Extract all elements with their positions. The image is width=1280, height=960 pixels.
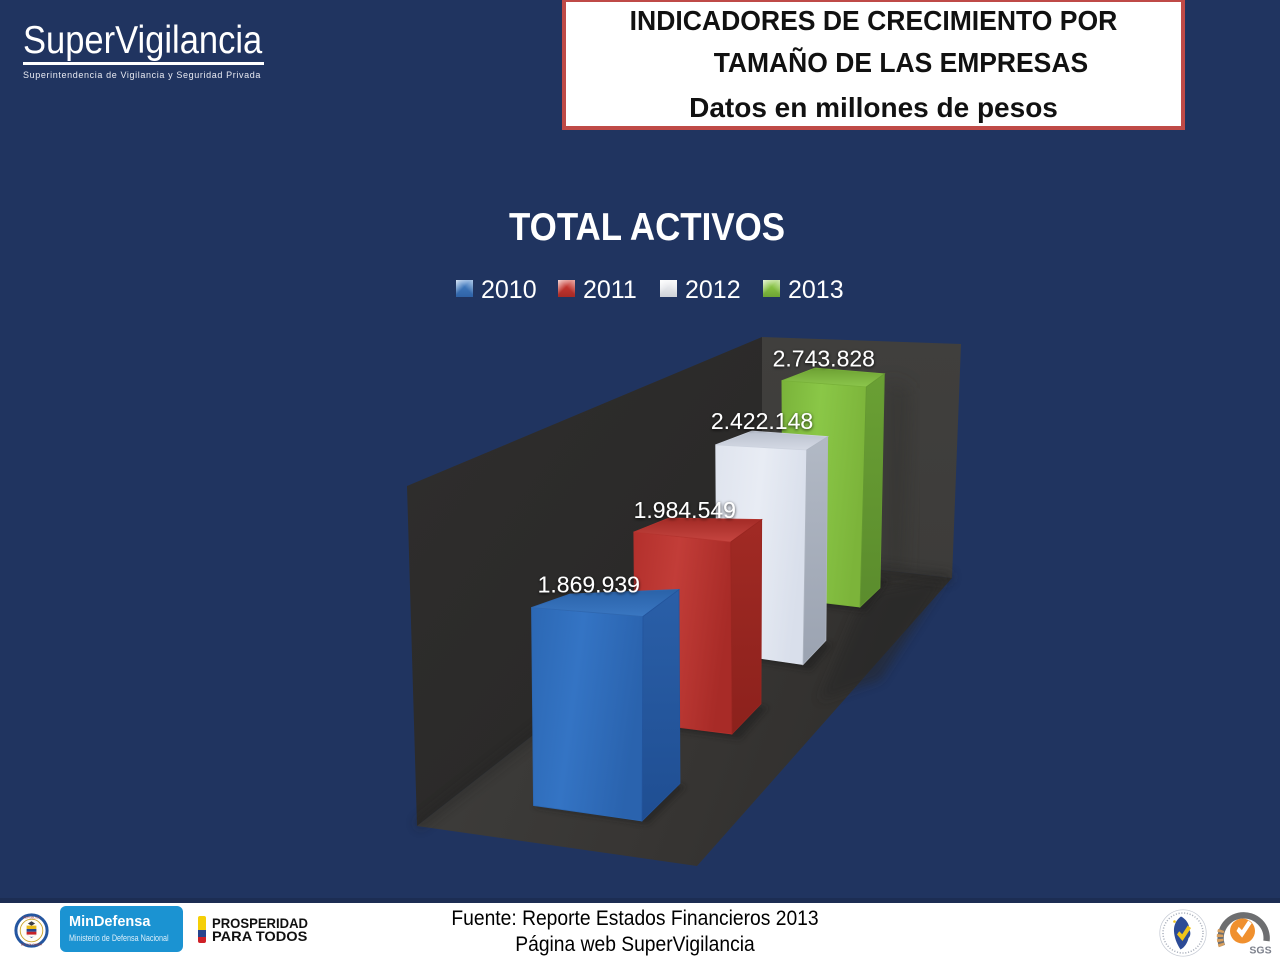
- svg-text:2.422.148: 2.422.148: [711, 408, 813, 434]
- svg-text:1.869.939: 1.869.939: [538, 572, 640, 598]
- svg-text:DE COLOMBIA: DE COLOMBIA: [21, 943, 43, 947]
- svg-text:2.743.828: 2.743.828: [773, 346, 875, 372]
- svg-text:1.984.549: 1.984.549: [634, 497, 736, 523]
- svg-text:SGS: SGS: [1249, 945, 1271, 957]
- svg-text:REPUBLICA: REPUBLICA: [23, 916, 41, 920]
